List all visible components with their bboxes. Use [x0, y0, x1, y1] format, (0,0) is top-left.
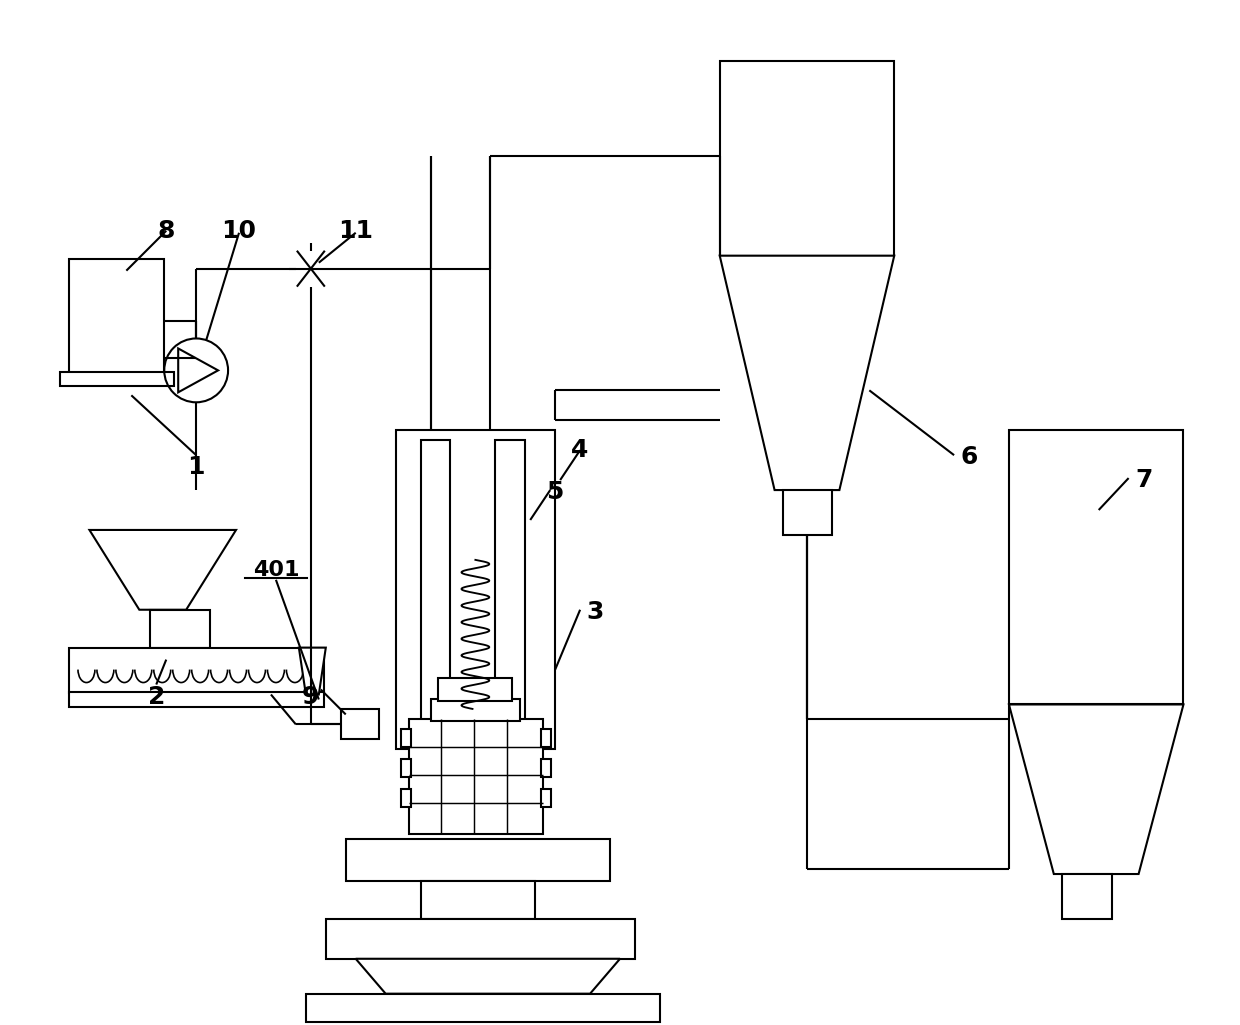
Bar	[341, 709, 378, 739]
Bar	[495, 440, 526, 739]
Bar	[541, 730, 552, 747]
Bar	[430, 699, 521, 722]
Bar	[346, 839, 610, 882]
Text: 3: 3	[587, 600, 604, 624]
Bar	[69, 258, 164, 378]
Bar	[150, 610, 210, 648]
Bar	[420, 882, 536, 918]
Bar	[420, 440, 450, 739]
Bar	[69, 692, 324, 707]
Polygon shape	[299, 648, 326, 695]
Polygon shape	[719, 255, 894, 490]
Bar	[541, 760, 552, 777]
Bar	[401, 730, 410, 747]
Bar	[401, 789, 410, 808]
Bar	[69, 648, 324, 693]
Bar	[396, 430, 556, 749]
Text: 401: 401	[253, 560, 299, 580]
Text: 5: 5	[547, 480, 564, 504]
Polygon shape	[1009, 704, 1183, 874]
Polygon shape	[89, 530, 236, 610]
Bar	[1061, 874, 1112, 918]
Bar	[401, 760, 410, 777]
Text: 11: 11	[339, 218, 373, 243]
Polygon shape	[179, 348, 218, 393]
Bar	[541, 789, 552, 808]
Bar	[719, 62, 894, 255]
Bar	[1009, 430, 1183, 704]
Bar	[60, 372, 174, 386]
Text: 8: 8	[157, 218, 175, 243]
Text: 6: 6	[960, 445, 977, 469]
Text: 9: 9	[303, 685, 320, 708]
Bar	[326, 918, 635, 958]
Text: 4: 4	[572, 439, 589, 462]
Polygon shape	[356, 958, 620, 993]
Bar	[408, 720, 543, 834]
Bar	[782, 490, 832, 535]
Text: 7: 7	[1135, 468, 1152, 492]
Text: 2: 2	[148, 685, 165, 708]
Bar	[439, 678, 512, 701]
Text: 10: 10	[222, 218, 257, 243]
Bar	[306, 993, 660, 1022]
Text: 1: 1	[187, 455, 205, 479]
